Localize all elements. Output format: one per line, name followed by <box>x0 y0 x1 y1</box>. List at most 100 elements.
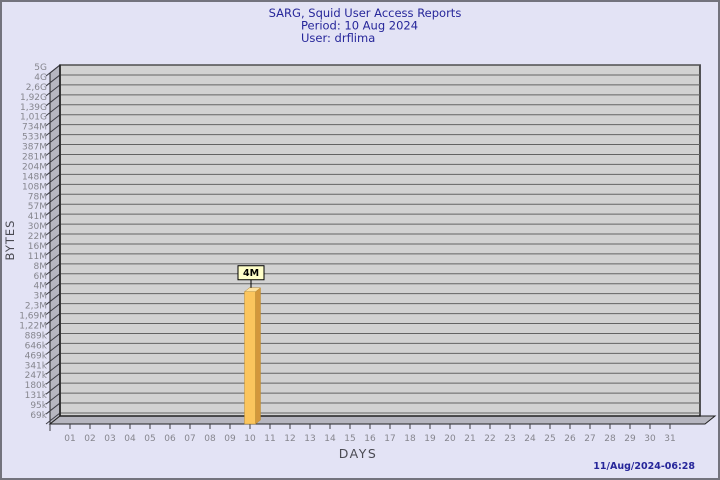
y-axis-tick-label: 469k <box>25 351 48 361</box>
x-axis-tick-label: 30 <box>644 434 656 444</box>
x-axis-title: DAYS <box>339 446 378 461</box>
y-axis-tick <box>45 243 61 256</box>
y-axis-tick-label: 1,39G <box>20 103 47 113</box>
x-axis-tick-label: 29 <box>624 434 636 444</box>
y-axis-tick <box>45 382 61 395</box>
y-axis-tick-label: 646k <box>25 341 48 351</box>
chart-period: Period: 10 Aug 2024 <box>301 19 418 33</box>
x-axis-tick-label: 18 <box>404 434 416 444</box>
y-axis-tick <box>45 303 61 316</box>
y-axis-tick <box>45 64 61 77</box>
y-axis-tick <box>45 352 61 365</box>
x-axis-tick-label: 21 <box>464 434 475 444</box>
y-axis-tick-label: 281M <box>22 152 47 162</box>
y-axis-tick <box>45 293 61 306</box>
x-axis-tick-label: 05 <box>144 434 155 444</box>
y-axis-tick <box>45 323 61 335</box>
y-axis-tick-label: 8M <box>34 262 48 272</box>
y-axis-tick <box>45 343 61 355</box>
x-axis-tick-label: 24 <box>524 434 536 444</box>
y-axis-tick <box>45 283 61 296</box>
bar <box>244 291 256 425</box>
x-axis-tick-label: 26 <box>564 434 576 444</box>
x-axis-tick-label: 16 <box>364 434 376 444</box>
y-axis-tick-label: 204M <box>22 162 47 172</box>
plot-backwall <box>59 64 701 417</box>
floor-3d <box>48 415 717 425</box>
y-axis-tick-label: 6M <box>34 272 48 282</box>
y-axis-tick <box>45 154 61 166</box>
y-axis-tick <box>45 173 61 186</box>
y-axis-tick <box>45 144 61 156</box>
y-axis-tick-label: 341k <box>25 361 48 371</box>
y-axis-tick-label: 108M <box>22 182 47 192</box>
x-axis-tick-label: 02 <box>84 434 95 444</box>
y-axis-tick <box>45 104 61 117</box>
y-axis-tick <box>45 392 61 405</box>
bar-value-label: 4M <box>243 268 259 279</box>
y-axis-tick-label: 78M <box>28 192 47 202</box>
y-axis-tick-label: 533M <box>22 133 47 143</box>
x-axis-tick-label: 08 <box>204 434 216 444</box>
y-axis-tick-label: 11M <box>28 252 47 262</box>
y-axis-tick-label: 41M <box>28 212 47 222</box>
x-axis-tick-label: 17 <box>384 434 395 444</box>
y-axis-tick-label: 180k <box>25 381 48 391</box>
x-axis-tick-label: 07 <box>184 434 195 444</box>
x-axis-tick-label: 06 <box>164 434 176 444</box>
x-axis-tick-label: 23 <box>504 434 515 444</box>
timestamp: 11/Aug/2024-06:28 <box>593 461 695 472</box>
y-axis-tick <box>45 183 61 196</box>
y-axis-tick <box>45 412 61 425</box>
y-axis-tick <box>45 164 61 176</box>
y-axis-tick <box>45 134 61 146</box>
y-axis-tick <box>45 333 61 345</box>
chart-user: User: drflima <box>301 31 375 45</box>
x-axis-tick-label: 20 <box>444 434 456 444</box>
y-axis-tick-label: 4M <box>34 282 48 292</box>
y-axis-title: BYTES <box>3 220 17 261</box>
y-axis-tick <box>45 84 61 97</box>
chart-title: SARG, Squid User Access Reports <box>269 6 462 20</box>
y-axis-tick-label: 734M <box>22 123 47 133</box>
x-axis-tick-label: 11 <box>264 434 275 444</box>
y-axis-tick-label: 1,69M <box>19 312 47 322</box>
y-axis-tick-label: 1,92G <box>20 93 47 103</box>
y-axis-tick-label: 69k <box>30 411 47 421</box>
y-axis-tick <box>45 124 61 137</box>
y-axis-tick-label: 30M <box>28 222 47 232</box>
y-axis-tick <box>45 94 61 107</box>
y-axis-tick <box>45 213 61 226</box>
x-axis-tick-label: 19 <box>424 434 436 444</box>
x-axis-tick-label: 31 <box>664 434 675 444</box>
y-axis-tick-label: 22M <box>28 232 47 242</box>
y-axis-tick-label: 5G <box>34 63 47 73</box>
x-axis-tick-label: 04 <box>124 434 136 444</box>
y-axis-tick <box>45 203 61 216</box>
y-axis-tick <box>45 313 61 325</box>
x-axis-tick-label: 01 <box>64 434 75 444</box>
y-axis-tick-label: 95k <box>30 401 47 411</box>
y-axis-tick-label: 3M <box>34 292 48 302</box>
y-axis-tick-label: 2,6G <box>26 83 47 93</box>
x-axis-tick-label: 27 <box>584 434 595 444</box>
y-axis-tick-label: 889k <box>25 331 48 341</box>
y-axis-tick-label: 4G <box>34 73 47 83</box>
x-axis-tick-label: 12 <box>284 434 295 444</box>
y-axis-tick-label: 2,3M <box>25 302 47 312</box>
y-axis-tick-label: 387M <box>22 143 47 153</box>
y-axis-tick-label: 1,22M <box>19 322 47 332</box>
x-axis-tick-label: 10 <box>244 434 256 444</box>
x-axis-tick-label: 25 <box>544 434 555 444</box>
y-axis-tick <box>45 193 61 206</box>
y-axis-tick-label: 57M <box>28 202 47 212</box>
x-axis-tick-label: 15 <box>344 434 355 444</box>
y-axis-tick-label: 247k <box>25 371 48 381</box>
x-axis-tick-label: 09 <box>224 434 236 444</box>
y-axis-tick <box>45 273 61 286</box>
y-axis-tick <box>45 253 61 266</box>
y-axis-tick <box>45 362 61 375</box>
y-axis-tick <box>45 402 61 415</box>
